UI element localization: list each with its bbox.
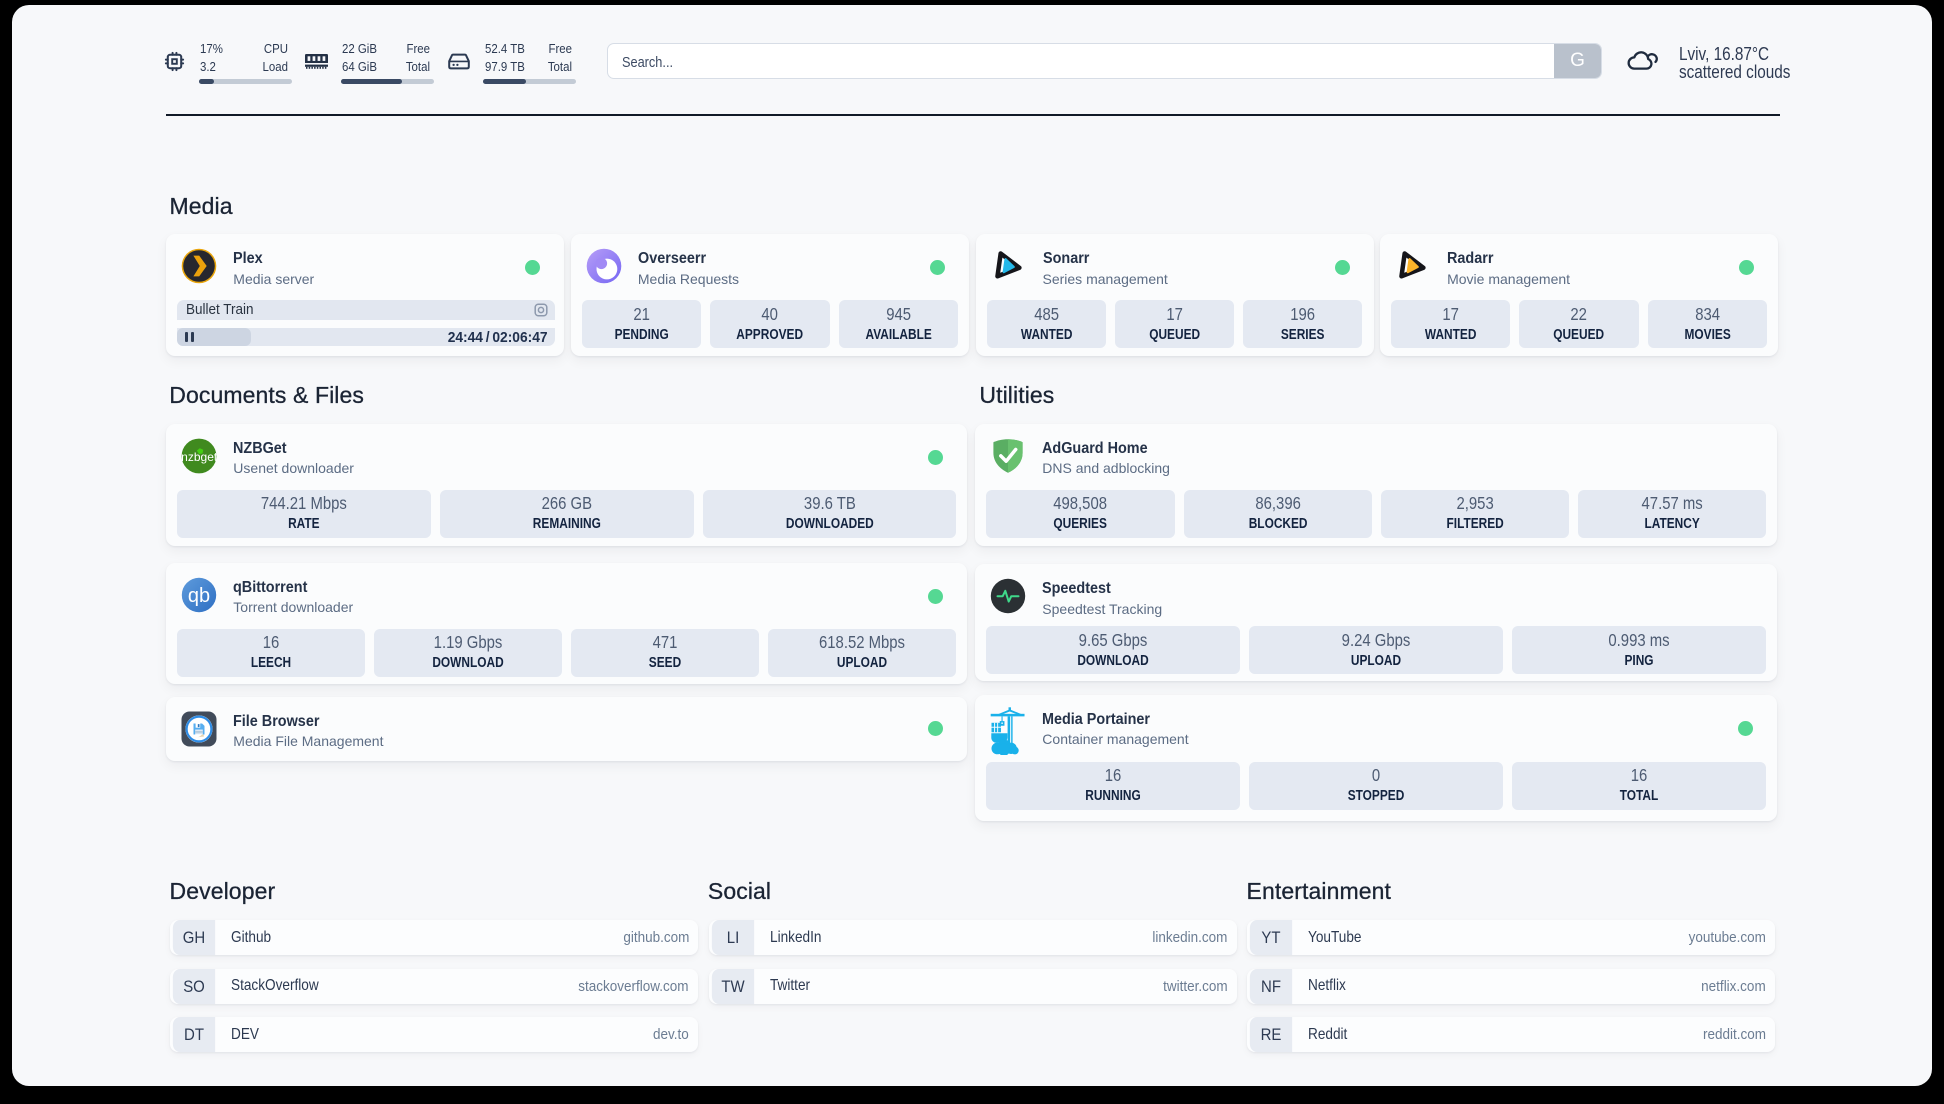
- svg-text:nzbget: nzbget: [181, 450, 217, 464]
- svg-text:qb: qb: [188, 585, 210, 607]
